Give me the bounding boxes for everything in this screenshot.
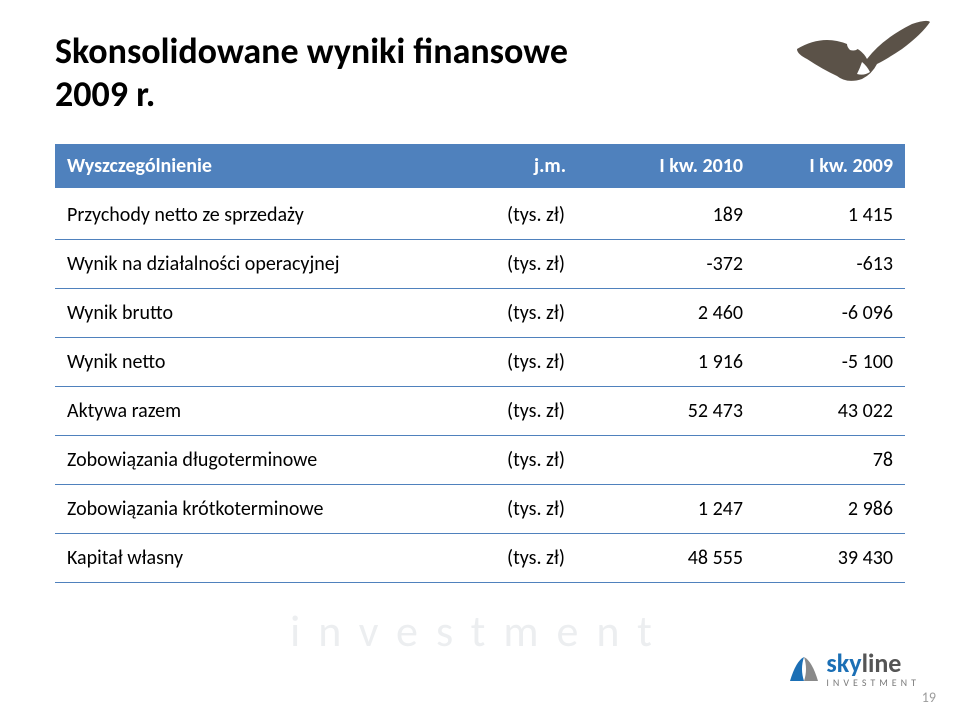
cell-v1: [605, 436, 755, 485]
th-q1-2010: I kw. 2010: [605, 144, 755, 190]
cell-label: Wynik na działalności operacyjnej: [55, 240, 495, 289]
skyline-logo: skyline INVESTMENT: [786, 650, 920, 688]
table-row: Zobowiązania długoterminowe (tys. zł) 78: [55, 436, 905, 485]
slide-title: Skonsolidowane wyniki finansowe 2009 r.: [55, 30, 905, 116]
eagle-icon: [792, 14, 932, 94]
cell-v2: 39 430: [755, 534, 905, 583]
cell-v1: 1 247: [605, 485, 755, 534]
cell-v1: -372: [605, 240, 755, 289]
cell-label: Zobowiązania krótkoterminowe: [55, 485, 495, 534]
cell-unit: (tys. zł): [495, 485, 605, 534]
cell-unit: (tys. zł): [495, 436, 605, 485]
cell-v2: 43 022: [755, 387, 905, 436]
table-body: Przychody netto ze sprzedaży (tys. zł) 1…: [55, 190, 905, 583]
logo-line: line: [862, 647, 902, 679]
cell-v1: 2 460: [605, 289, 755, 338]
logo-sky: sky: [826, 647, 861, 679]
table-row: Kapitał własny (tys. zł) 48 555 39 430: [55, 534, 905, 583]
cell-label: Kapitał własny: [55, 534, 495, 583]
title-line-2: 2009 r.: [55, 72, 155, 116]
th-label: Wyszczególnienie: [55, 144, 495, 190]
table-row: Wynik netto (tys. zł) 1 916 -5 100: [55, 338, 905, 387]
cell-label: Zobowiązania długoterminowe: [55, 436, 495, 485]
cell-label: Przychody netto ze sprzedaży: [55, 190, 495, 240]
page-number: 19: [922, 689, 936, 706]
cell-unit: (tys. zł): [495, 534, 605, 583]
cell-v1: 48 555: [605, 534, 755, 583]
cell-v2: -6 096: [755, 289, 905, 338]
cell-label: Wynik netto: [55, 338, 495, 387]
logo-text: skyline INVESTMENT: [826, 650, 920, 688]
logo-subtitle: INVESTMENT: [826, 678, 920, 688]
logo-mark-icon: [786, 651, 822, 687]
watermark-text: investment: [290, 604, 670, 658]
table-row: Wynik na działalności operacyjnej (tys. …: [55, 240, 905, 289]
cell-v2: -5 100: [755, 338, 905, 387]
cell-v2: 2 986: [755, 485, 905, 534]
table-row: Zobowiązania krótkoterminowe (tys. zł) 1…: [55, 485, 905, 534]
cell-v1: 1 916: [605, 338, 755, 387]
table-row: Przychody netto ze sprzedaży (tys. zł) 1…: [55, 190, 905, 240]
financial-table: Wyszczególnienie j.m. I kw. 2010 I kw. 2…: [55, 144, 905, 583]
th-unit: j.m.: [495, 144, 605, 190]
cell-label: Aktywa razem: [55, 387, 495, 436]
cell-label: Wynik brutto: [55, 289, 495, 338]
cell-v2: -613: [755, 240, 905, 289]
cell-v2: 1 415: [755, 190, 905, 240]
logo-name: skyline: [826, 650, 920, 676]
cell-unit: (tys. zł): [495, 289, 605, 338]
table-header-row: Wyszczególnienie j.m. I kw. 2010 I kw. 2…: [55, 144, 905, 190]
cell-v1: 52 473: [605, 387, 755, 436]
title-line-1: Skonsolidowane wyniki finansowe: [55, 29, 568, 73]
table-row: Aktywa razem (tys. zł) 52 473 43 022: [55, 387, 905, 436]
th-q1-2009: I kw. 2009: [755, 144, 905, 190]
cell-v1: 189: [605, 190, 755, 240]
cell-v2: 78: [755, 436, 905, 485]
table-row: Wynik brutto (tys. zł) 2 460 -6 096: [55, 289, 905, 338]
cell-unit: (tys. zł): [495, 190, 605, 240]
cell-unit: (tys. zł): [495, 387, 605, 436]
cell-unit: (tys. zł): [495, 338, 605, 387]
cell-unit: (tys. zł): [495, 240, 605, 289]
